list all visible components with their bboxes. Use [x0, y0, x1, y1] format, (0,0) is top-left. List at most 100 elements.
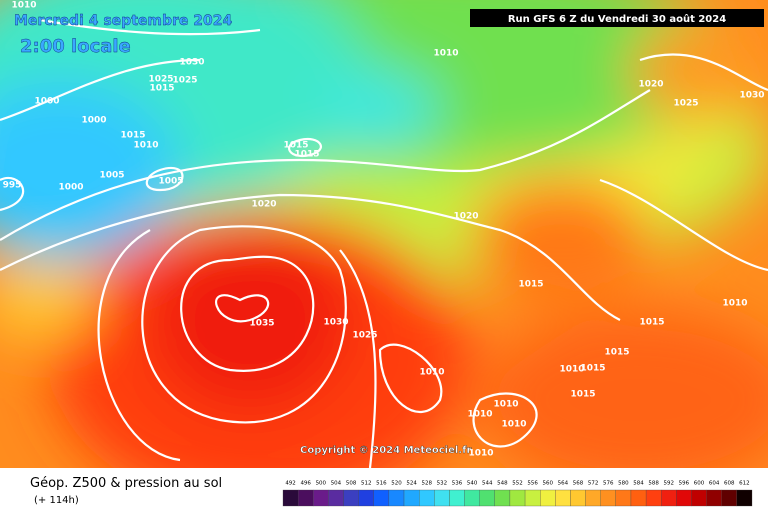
scale-swatch	[373, 489, 390, 507]
scale-label: 572	[588, 481, 599, 487]
isobar-label: 1025	[172, 76, 197, 86]
scale-label: 536	[452, 481, 463, 487]
scale-label: 604	[709, 481, 720, 487]
scale-label: 500	[316, 481, 327, 487]
scale-swatch	[449, 489, 465, 507]
scale-swatch	[736, 489, 753, 507]
scale-label: 560	[543, 481, 554, 487]
scale-swatch	[509, 489, 526, 507]
scale-swatch	[600, 489, 616, 507]
footer-title: Géop. Z500 & pression au sol	[30, 476, 222, 491]
scale-label: 584	[633, 481, 644, 487]
scale-swatch	[358, 489, 374, 507]
scale-swatch	[297, 489, 314, 507]
isobar-label: 1010	[133, 141, 158, 151]
scale-label: 580	[618, 481, 629, 487]
run-box	[470, 9, 764, 27]
isobar-label: 1020	[453, 212, 478, 222]
scale-swatch	[434, 489, 450, 507]
scale-swatch	[555, 489, 571, 507]
scale-swatch	[524, 489, 541, 507]
scale-label: 548	[497, 481, 508, 487]
isobar-label: 1005	[158, 177, 183, 187]
scale-label: 564	[558, 481, 569, 487]
isobar-label: 1010	[493, 400, 518, 410]
scale-swatch	[479, 489, 495, 507]
isobar-label: 1015	[604, 348, 629, 358]
isobar-label: 1020	[251, 200, 276, 210]
isobar-label: 1005	[99, 171, 124, 181]
scale-swatch	[676, 489, 692, 507]
scale-label: 556	[527, 481, 538, 487]
scale-swatch	[585, 489, 601, 507]
isobar-label: 1030	[323, 318, 348, 328]
scale-swatch	[630, 489, 647, 507]
isobar-label: 1025	[148, 75, 173, 85]
scale-label: 496	[300, 481, 311, 487]
scale-swatch	[343, 489, 359, 507]
scale-label: 544	[482, 481, 493, 487]
scale-label: 612	[739, 481, 750, 487]
isobar-label: 1000	[58, 183, 83, 193]
isobars	[0, 18, 768, 468]
isobar-label: 1010	[722, 299, 747, 309]
scale-label: 588	[648, 481, 659, 487]
local-time: 2:00 locale	[20, 36, 131, 57]
run-info: Run GFS 6 Z du Vendredi 30 août 2024	[508, 13, 726, 25]
scale-swatch	[494, 489, 511, 507]
isobar-label: 1015	[294, 150, 319, 160]
isobar-label: 1030	[739, 91, 764, 101]
isobar-label: 1010	[559, 365, 584, 375]
scale-swatch	[419, 489, 435, 507]
scale-swatch	[645, 489, 662, 507]
isobar-label: 1000	[34, 97, 59, 107]
isobar-label: 995	[3, 181, 22, 191]
scale-label: 540	[467, 481, 478, 487]
isobar-label: 1020	[638, 80, 663, 90]
scale-label: 600	[694, 481, 705, 487]
scale-swatch	[540, 489, 556, 507]
isobar-label: 1015	[518, 280, 543, 290]
isobar-label: 1015	[639, 318, 664, 328]
scale-swatch	[403, 489, 420, 507]
scale-label: 520	[391, 481, 402, 487]
isobar-label: 1010	[501, 420, 526, 430]
scale-swatch	[691, 489, 707, 507]
isobar-label: 1000	[81, 116, 106, 126]
isobar-label: 1010	[419, 368, 444, 378]
scale-swatch	[706, 489, 722, 507]
isobar-label: 1030	[179, 58, 204, 68]
scale-swatch	[661, 489, 677, 507]
scale-label: 512	[361, 481, 372, 487]
scale-swatch	[328, 489, 344, 507]
scale-swatch	[721, 489, 738, 507]
scale-label: 508	[346, 481, 357, 487]
isobar-label: 1015	[149, 84, 174, 94]
scale-label: 576	[603, 481, 614, 487]
scale-label: 524	[406, 481, 417, 487]
forecast-lead: (+ 114h)	[34, 495, 79, 506]
scale-label: 608	[724, 481, 735, 487]
isobar-label: 1015	[120, 131, 145, 141]
isobar-label: 1025	[673, 99, 698, 109]
isobar-label: 1015	[580, 364, 605, 374]
copyright: Copyright © 2024 Meteociel.fr	[300, 445, 471, 456]
scale-swatch	[464, 489, 480, 507]
scale-label: 528	[421, 481, 432, 487]
scale-swatch	[282, 489, 299, 507]
scale-label: 552	[512, 481, 523, 487]
isobar-label: 1010	[468, 449, 493, 459]
scale-swatch	[388, 489, 405, 507]
scale-swatch	[313, 489, 329, 507]
isobar-label: 1010	[467, 410, 492, 420]
isobar-label: 1015	[283, 141, 308, 151]
scale-label: 516	[376, 481, 387, 487]
isobar-label: 1035	[249, 319, 274, 329]
isobar-label: 1010	[433, 49, 458, 59]
scale-label: 504	[331, 481, 342, 487]
scale-label: 596	[679, 481, 690, 487]
scale-swatch	[615, 489, 632, 507]
valid-date: Mercredi 4 septembre 2024	[14, 13, 232, 29]
